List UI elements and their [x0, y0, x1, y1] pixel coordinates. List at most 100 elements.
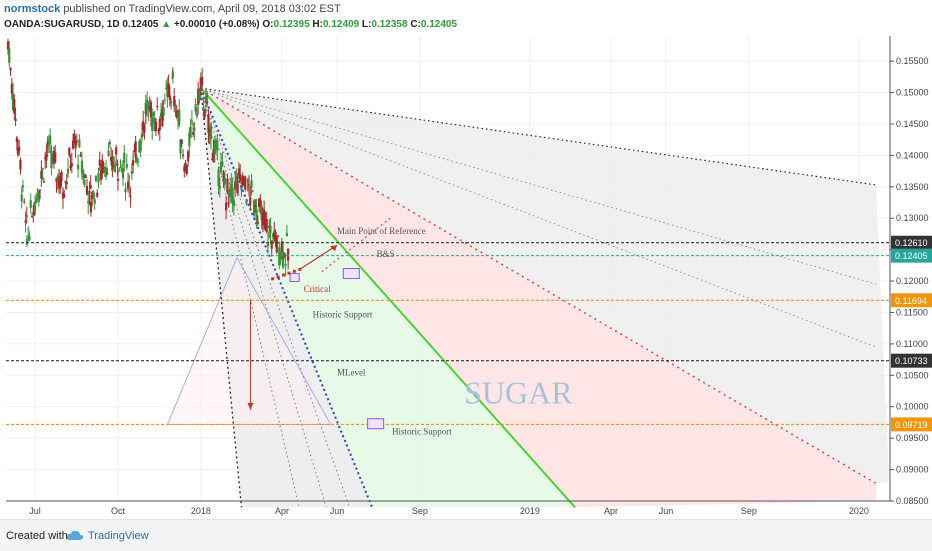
tradingview-cloud-icon[interactable] [66, 528, 84, 542]
candle-body [190, 120, 193, 122]
candle-body [32, 212, 35, 214]
fan-line-gray-1 [200, 87, 877, 285]
price-level-badge-label: 0.09719 [895, 420, 928, 430]
candle-body [116, 178, 120, 182]
candle-body [106, 173, 109, 175]
candle-body [55, 177, 58, 182]
author-link[interactable]: normstock [4, 3, 61, 15]
candle-body [162, 107, 165, 116]
price-change: +0.00010 (+0.08%) [173, 19, 260, 30]
candle-body [269, 225, 272, 233]
candle-body [171, 77, 174, 79]
candle-body [125, 163, 128, 168]
price-tick-label: 0.08500 [896, 496, 929, 506]
ohlc-line: OANDA:SUGARUSD, 1D 0.12405 ▲ +0.00010 (+… [4, 19, 457, 30]
time-tick-label: Apr [275, 506, 289, 516]
candle-body [247, 184, 251, 186]
marker-box-1 [289, 273, 300, 283]
candle-body [75, 140, 78, 142]
candle-body [188, 132, 191, 147]
low-value: 0.12358 [371, 19, 408, 30]
annotation-historic-support-2: Historic Support [392, 426, 452, 436]
candle-body [54, 152, 57, 162]
footer-bar: Created with TradingView [0, 519, 932, 551]
low-label: L: [361, 19, 372, 30]
candle-body [61, 193, 65, 199]
candle-body [259, 199, 262, 206]
tradingview-link[interactable]: TradingView [88, 530, 149, 542]
candle-body [18, 146, 21, 152]
candle-body [144, 112, 148, 114]
candle-body [111, 159, 114, 171]
price-chart[interactable]: Main Point of Reference B&S Critical Histor… [0, 36, 932, 519]
candle-body [52, 150, 56, 164]
candle-body [280, 241, 283, 253]
candle-body [198, 89, 201, 101]
candle-body [197, 88, 200, 105]
candle-body [230, 184, 233, 192]
candle-body [50, 151, 53, 168]
candle-body [178, 109, 181, 126]
candle-body [227, 192, 230, 195]
candle-body [146, 99, 149, 109]
candle-body [245, 201, 248, 204]
candle-body [173, 95, 176, 107]
candle-body [228, 187, 232, 198]
created-with-text: Created with [6, 530, 68, 542]
candle-body [275, 238, 278, 253]
candle-body [214, 140, 218, 147]
price-tick-label: 0.14000 [896, 150, 929, 160]
candle-body [73, 133, 76, 140]
candle-body [148, 105, 151, 110]
candle-body [232, 200, 235, 206]
published-text: published on TradingView.com, April 09, … [63, 3, 341, 15]
annotation-historic-support-1: Historic Support [313, 310, 373, 320]
open-value: 0.12395 [273, 19, 310, 30]
candle-body [137, 161, 140, 163]
candle-body [194, 104, 197, 112]
candle-body [70, 163, 73, 167]
candle-body [64, 180, 67, 184]
critical-dot [282, 273, 286, 277]
candle-body [207, 114, 210, 133]
candle-body [216, 140, 219, 151]
candle-body [255, 209, 258, 221]
candle-body [41, 168, 44, 171]
price-level-badge [891, 248, 932, 263]
candle-body [271, 233, 275, 238]
price-tick-label: 0.09000 [896, 465, 929, 475]
candle-body [108, 141, 111, 145]
candle-body [128, 185, 131, 187]
candle-body [227, 203, 230, 205]
candle-body [38, 189, 42, 191]
annotation-bs: B&S [377, 249, 395, 259]
candle-body [143, 124, 146, 133]
candle-body [217, 169, 220, 187]
fan-line-upper [200, 87, 877, 186]
candle-body [252, 200, 256, 216]
candle-body [206, 101, 209, 104]
candle-body [94, 175, 98, 181]
marker-box-2 [342, 268, 360, 279]
candle-body [40, 170, 43, 179]
candle-body [130, 171, 133, 174]
candle-body [244, 176, 247, 190]
candle-body [237, 168, 241, 176]
watermark-sugar: SUGAR [464, 375, 573, 411]
candle-body [24, 220, 27, 223]
candle-body [176, 119, 180, 121]
candle-body [113, 164, 117, 173]
fan-line-inner [200, 88, 327, 508]
candle-body [37, 190, 40, 203]
annotation-main-reference: Main Point of Reference [337, 226, 426, 236]
price-tick-label: 0.10000 [896, 402, 929, 412]
candle-body [213, 140, 216, 155]
price-tick-label: 0.11500 [896, 307, 928, 317]
candle-body [199, 78, 202, 85]
candle-body [13, 99, 16, 114]
close-value: 0.12405 [420, 19, 458, 30]
candle-body [189, 126, 192, 138]
candle-body [231, 187, 234, 204]
candle-body [174, 104, 177, 108]
candle-body [79, 154, 82, 157]
